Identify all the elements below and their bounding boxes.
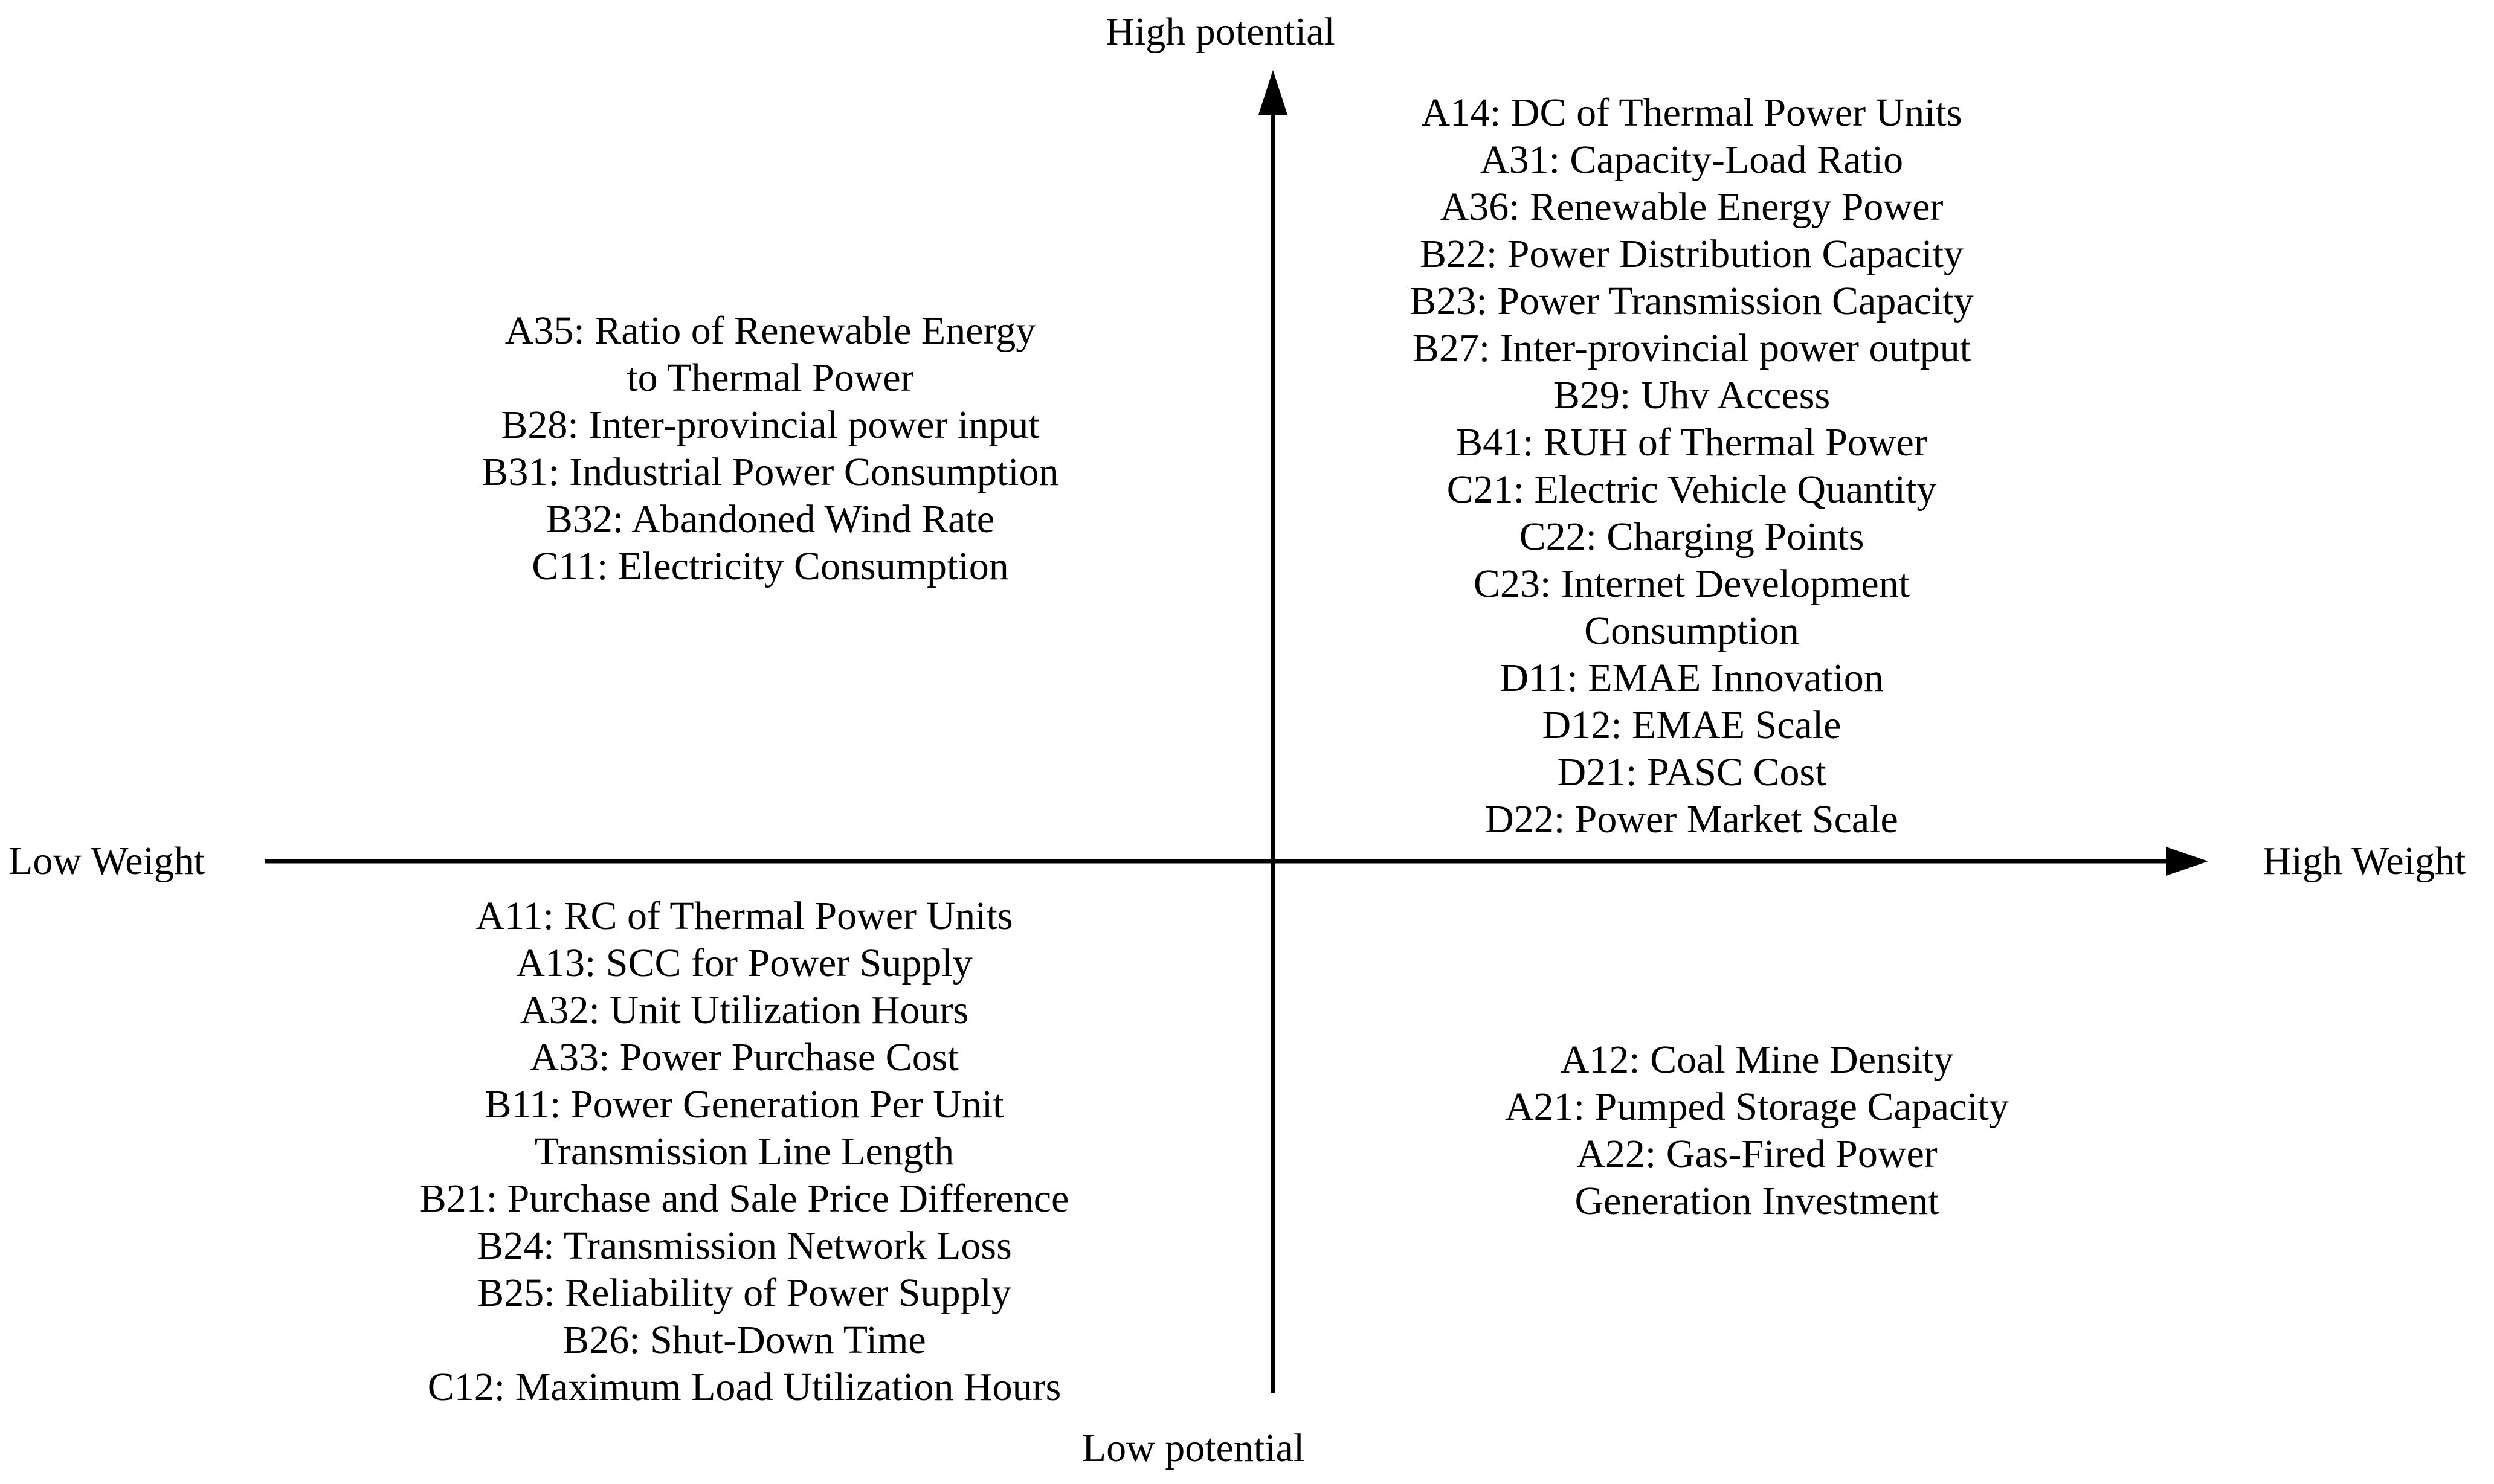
quadrant-item: B11: Power Generation Per Unit Transmiss…: [485, 1082, 1004, 1174]
quadrant-item: B25: Reliability of Power Supply: [477, 1271, 1011, 1315]
quadrant-item: B32: Abandoned Wind Rate: [546, 497, 995, 541]
quadrant-item: B23: Power Transmission Capacity: [1410, 279, 1974, 323]
quadrant-item: D22: Power Market Scale: [1485, 797, 1898, 841]
quadrant-item: B31: Industrial Power Consumption: [482, 450, 1059, 494]
quadrant-item: B28: Inter-provincial power input: [501, 403, 1040, 447]
quadrant-item: C11: Electricity Consumption: [532, 544, 1009, 588]
quadrant-bottom-left: A11: RC of Thermal Power Units A13: SCC f…: [420, 893, 1069, 1411]
quadrant-item: B24: Transmission Network Loss: [477, 1224, 1012, 1268]
quadrant-item: A35: Ratio of Renewable Energy to Therma…: [504, 309, 1036, 400]
quadrant-item: C22: Charging Points: [1519, 515, 1864, 559]
quadrant-item: D12: EMAE Scale: [1542, 703, 1842, 747]
quadrant-item: A22: Gas-Fired Power Generation Investme…: [1574, 1132, 1939, 1223]
quadrant-item: B29: Uhv Access: [1553, 373, 1831, 417]
quadrant-top-right: A14: DC of Thermal Power Units A31: Capac…: [1410, 89, 1973, 843]
quadrant-item: A33: Power Purchase Cost: [530, 1035, 959, 1079]
quadrant-item: B41: RUH of Thermal Power: [1456, 420, 1927, 464]
y-axis-bottom-label: Low potential: [1081, 1426, 1305, 1470]
y-axis-arrowhead-icon: [1258, 70, 1287, 115]
quadrant-item: A13: SCC for Power Supply: [516, 941, 973, 985]
quadrant-item: A11: RC of Thermal Power Units: [475, 894, 1013, 938]
quadrant-item: A21: Pumped Storage Capacity: [1504, 1085, 2009, 1129]
x-axis-arrowhead-icon: [2166, 847, 2208, 876]
quadrant-top-left: A35: Ratio of Renewable Energy to Therma…: [482, 307, 1058, 590]
quadrant-item: C21: Electric Vehicle Quantity: [1446, 467, 1937, 512]
quadrant-item: A12: Coal Mine Density: [1560, 1038, 1954, 1082]
x-axis-left-label: Low Weight: [8, 839, 205, 883]
quadrant-item: A31: Capacity-Load Ratio: [1480, 138, 1904, 182]
quadrant-item: D21: PASC Cost: [1557, 750, 1826, 794]
x-axis-right-label: High Weight: [2263, 839, 2466, 883]
y-axis-top-label: High potential: [1106, 10, 1335, 54]
quadrant-item: C12: Maximum Load Utilization Hours: [427, 1365, 1062, 1409]
quadrant-item: D11: EMAE Innovation: [1500, 656, 1884, 700]
quadrant-item: B22: Power Distribution Capacity: [1419, 232, 1964, 276]
quadrant-item: C23: Internet Development Consumption: [1473, 562, 1910, 653]
quadrant-item: B21: Purchase and Sale Price Difference: [419, 1177, 1069, 1221]
quadrant-item: B27: Inter-provincial power output: [1412, 326, 1971, 370]
quadrant-item: A32: Unit Utilization Hours: [520, 988, 969, 1032]
quadrant-item: A14: DC of Thermal Power Units: [1421, 91, 1962, 135]
quadrant-item: B26: Shut-Down Time: [562, 1318, 926, 1362]
quadrant-bottom-right: A12: Coal Mine Density A21: Pumped Storag…: [1505, 1036, 2009, 1225]
quadrant-item: A36: Renewable Energy Power: [1440, 185, 1944, 229]
